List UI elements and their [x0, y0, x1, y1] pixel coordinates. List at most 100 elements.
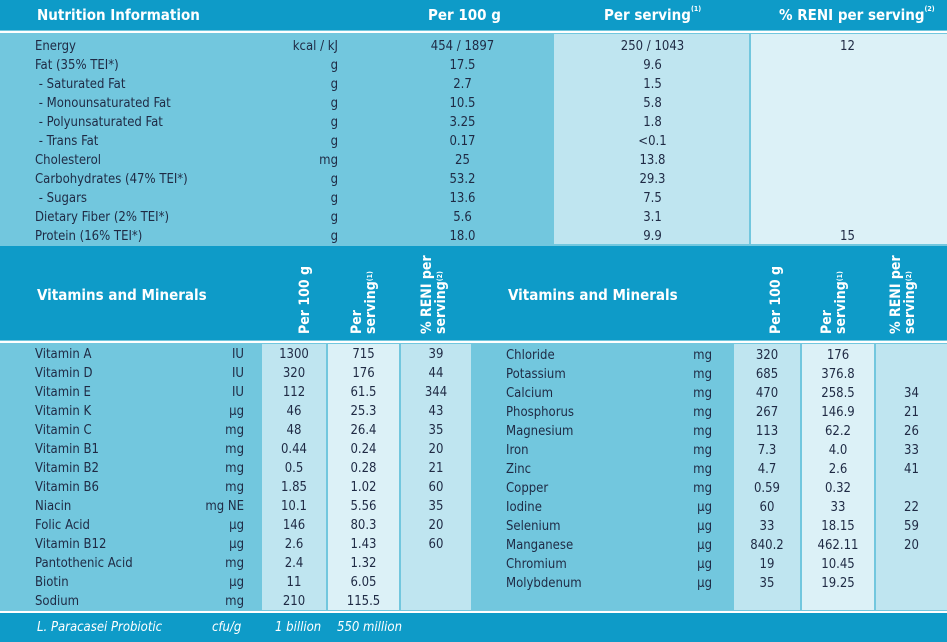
nutrient-name: Dietary Fiber (2% TEI*) [35, 210, 170, 225]
vitamin-unit: µg [697, 519, 712, 534]
probiotic-per100: 1 billion [275, 620, 322, 635]
nutrition-title: Nutrition Information [37, 6, 200, 24]
nutrient-per100: 18.0 [449, 229, 476, 244]
vitamin-per100: 2.6 [284, 537, 304, 552]
nutrition-col-serving-label: Per serving [604, 6, 691, 24]
vitamin-serving: 5.56 [350, 499, 377, 514]
nutrient-serving: 5.8 [643, 96, 662, 111]
vitamin-name: Chloride [506, 348, 555, 363]
vitamins-header-divider [0, 341, 947, 343]
vitamin-unit: mg [693, 462, 712, 477]
probiotic-serving: 550 million [337, 620, 402, 635]
vitamin-serving: 33 [830, 500, 846, 515]
vitamin-per100: 112 [282, 385, 306, 400]
vitamin-reni: 35 [428, 499, 444, 514]
vitamin-reni: 20 [428, 518, 444, 533]
vitamin-name: Molybdenum [506, 576, 582, 591]
vitamin-serving: 176 [826, 348, 850, 363]
vitamin-reni: 21 [428, 461, 444, 476]
nutrition-col-reni: % RENI per serving(2) [779, 5, 935, 24]
vitamin-reni: 44 [428, 366, 444, 381]
vitamin-reni: 41 [904, 462, 919, 477]
nutrient-per100: 454 / 1897 [430, 39, 495, 54]
vitamin-reni: 60 [428, 537, 444, 552]
vitamin-unit: µg [229, 537, 244, 552]
vitamins-header: Vitamins and Minerals Vitamins and Miner… [0, 246, 947, 340]
vitamin-name: Potassium [506, 367, 566, 382]
nutrient-serving: 1.8 [643, 115, 662, 130]
vitamin-reni: 344 [424, 385, 448, 400]
nutrient-per100: 0.17 [449, 134, 476, 149]
vitamin-name: Vitamin B6 [35, 480, 99, 495]
nutrient-serving: 9.6 [643, 58, 662, 73]
vitamin-per100: 840.2 [750, 538, 784, 553]
nutrition-top-divider [0, 31, 947, 33]
vitamin-serving: 376.8 [821, 367, 855, 382]
vitamin-serving: 2.6 [828, 462, 848, 477]
vitamin-name: Zinc [506, 462, 532, 477]
vitamin-per100: 320 [755, 348, 779, 363]
vitamin-name: Vitamin E [35, 385, 91, 400]
vitamin-reni: 21 [904, 405, 919, 420]
nutrient-unit: mg [319, 153, 338, 168]
vitamin-unit: µg [229, 404, 244, 419]
vitamin-name: Vitamin A [35, 347, 92, 362]
vitamin-per100: 7.3 [757, 443, 777, 458]
vitamin-name: Vitamin B12 [35, 537, 107, 552]
vit-col-serving-line2: serving [833, 281, 849, 334]
probiotic-divider [0, 611, 947, 613]
nutrient-unit: g [330, 172, 338, 187]
vitamin-per100: 10.1 [280, 499, 308, 514]
vitamin-name: Biotin [35, 575, 69, 590]
vitamin-name: Pantothenic Acid [35, 556, 133, 571]
nutrition-col-serving: Per serving(1) [604, 5, 702, 24]
vitamin-per100: 48 [286, 423, 302, 438]
vitamin-serving: 1.43 [350, 537, 377, 552]
vitamin-name: Magnesium [506, 424, 574, 439]
vit-left-serving-bg [328, 344, 399, 610]
nutrient-serving: 1.5 [643, 77, 662, 92]
nutrient-reni: 12 [840, 39, 855, 54]
vitamin-name: Niacin [35, 499, 72, 514]
vitamin-reni: 26 [904, 424, 919, 439]
vit-col-reni-line2: serving [433, 281, 449, 334]
vitamin-per100: 267 [755, 405, 779, 420]
vitamin-reni: 39 [428, 347, 444, 362]
probiotic-unit: cfu/g [212, 620, 242, 635]
vitamin-unit: mg [693, 443, 712, 458]
vitamin-serving: 61.5 [350, 385, 377, 400]
vit-left-reni-bg [401, 344, 471, 610]
footnote-1-marker: (1) [836, 271, 844, 282]
nutrient-name: Protein (16% TEI*) [35, 229, 143, 244]
vitamin-serving: 19.25 [821, 576, 855, 591]
vitamin-per100: 60 [759, 500, 775, 515]
vitamin-unit: mg [225, 556, 244, 571]
vitamin-serving: 715 [352, 347, 375, 362]
vit-col-per100: Per 100 g [297, 265, 313, 334]
vitamin-reni: 20 [428, 442, 444, 457]
vitamin-name: Vitamin D [35, 366, 93, 381]
vitamin-per100: 46 [286, 404, 302, 419]
vitamins-title-left: Vitamins and Minerals [37, 286, 207, 304]
nutrient-unit: g [330, 77, 338, 92]
vitamin-per100: 11 [286, 575, 302, 590]
vitamin-serving: 0.24 [350, 442, 377, 457]
vitamin-reni: 43 [428, 404, 444, 419]
vitamin-name: Vitamin C [35, 423, 92, 438]
nutrient-name: Cholesterol [35, 153, 101, 168]
nutrient-name: Fat (35% TEI*) [35, 58, 119, 73]
vit-left-per100-bg [262, 344, 326, 610]
nutrient-name: - Monounsaturated Fat [35, 96, 171, 111]
vitamin-per100: 33 [759, 519, 775, 534]
nutrient-name: Energy [35, 39, 76, 54]
footnote-1-marker: (1) [690, 5, 702, 13]
vit-col-reni-line2: serving [902, 281, 918, 334]
vitamin-per100: 113 [755, 424, 779, 439]
vit-col-serving-line2: serving [363, 281, 379, 334]
vitamin-serving: 258.5 [821, 386, 855, 401]
nutrient-serving: 250 / 1043 [620, 39, 685, 54]
vitamin-name: Calcium [506, 386, 554, 401]
vit-right-serving-bg [802, 344, 874, 610]
nutrient-name: Carbohydrates (47% TEI*) [35, 172, 188, 187]
nutrient-name: - Saturated Fat [35, 77, 126, 92]
